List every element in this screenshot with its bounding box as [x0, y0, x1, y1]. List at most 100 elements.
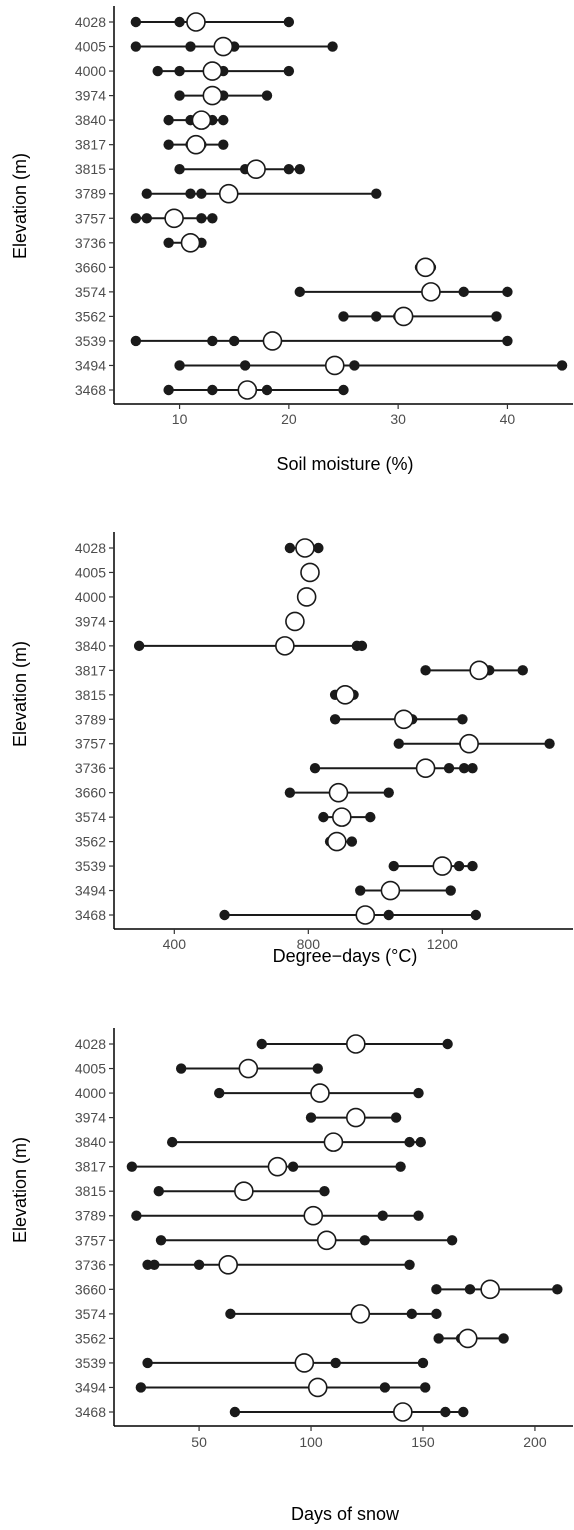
panel-0-data-point [174, 360, 185, 371]
panel-1-mean-marker [328, 782, 349, 803]
panel-0-data-point [130, 41, 142, 52]
panel-2-mean-marker [238, 1058, 259, 1079]
panel-0-mean-marker [164, 208, 184, 229]
panel-0-data-point [283, 65, 295, 77]
panel-2-data-point [359, 1235, 370, 1246]
panel-0-data-point [196, 213, 207, 224]
panel-2-data-point [446, 1235, 458, 1246]
panel-2-data-point [312, 1063, 323, 1074]
panel-0-data-point [207, 213, 218, 224]
panel-2-mean-marker [303, 1205, 324, 1226]
panel-2-data-point [431, 1308, 442, 1320]
panel-1-ylabel: Elevation (m) [10, 641, 30, 747]
panel-1-y-tick-label: 3736 [75, 760, 106, 776]
panel-0-mean-marker [186, 12, 206, 32]
panel-1-data-point [356, 640, 368, 652]
panel-1-mean-marker [295, 538, 315, 558]
panel-1-y-tick-label: 3815 [75, 687, 106, 703]
panel-0-data-point [174, 65, 185, 77]
soil-moisture-panel: Elevation (m) Soil moisture (%) 10 20 30 40… [10, 6, 573, 474]
panel-2-mean-marker [218, 1255, 238, 1275]
panel-0-data-point [185, 41, 196, 52]
panel-2-data-point [149, 1259, 160, 1271]
panel-1-data-point [544, 738, 555, 749]
panel-1-mean-marker [296, 587, 317, 607]
panel-2-x-tick-label: 200 [523, 1434, 547, 1450]
panel-2-mean-marker [310, 1083, 330, 1103]
panel-1-data-point [346, 836, 358, 847]
panel-1-data-point [383, 909, 394, 921]
panel-2-y-tick-label: 4028 [75, 1036, 106, 1052]
panel-1-x-tick-label: 1200 [427, 936, 458, 952]
panel-0-data-point [207, 384, 218, 396]
panel-1-data-point [284, 787, 296, 798]
panel-0-mean-marker [415, 257, 436, 278]
panel-1-mean-marker [355, 905, 376, 925]
panel-2-mean-marker [346, 1107, 366, 1128]
panel-1-y-tick-label: 3817 [75, 662, 106, 678]
panel-0-data-point [283, 16, 295, 28]
panel-0-y-tick-label: 3574 [75, 284, 106, 300]
panel-0-data-point [491, 311, 502, 322]
panel-2-data-point [464, 1284, 476, 1295]
panel-0-data-point [174, 16, 185, 28]
panel-0-data-point [130, 213, 142, 224]
panel-1-y-tick-label: 3574 [75, 809, 106, 825]
panel-2-data-point [415, 1136, 426, 1148]
panel-2-data-point [417, 1357, 429, 1369]
panel-2-y-tick-label: 3468 [75, 1404, 106, 1420]
days-of-snow-panel: Elevation (m) Days of snow 50 100 150 200 40… [10, 1028, 573, 1524]
panel-0-data-point [338, 311, 349, 322]
panel-1-y-tick-label: 3840 [75, 638, 106, 654]
panel-0-data-point [371, 188, 382, 199]
panel-2-data-point [395, 1161, 406, 1172]
panel-0-y-tick-label: 3815 [75, 161, 106, 177]
panel-2-mean-marker [346, 1034, 366, 1054]
panel-1-y-tick-label: 3494 [75, 883, 106, 899]
panel-0-x-tick-label: 40 [500, 411, 516, 427]
panel-0-data-point [152, 65, 163, 77]
panel-1-data-point [329, 714, 341, 725]
panel-2-y-tick-label: 3974 [75, 1110, 106, 1126]
panel-1-y-tick-label: 3468 [75, 907, 106, 923]
panel-2-data-point [377, 1210, 388, 1221]
panel-2-mean-marker [457, 1328, 478, 1349]
panel-2-x-tick-label: 50 [191, 1434, 207, 1450]
panel-2-data-point [193, 1259, 205, 1271]
panel-1-data-point [517, 665, 528, 676]
panel-1-data-point [284, 542, 296, 554]
panel-0-data-point [338, 384, 349, 396]
panel-0-y-tick-label: 3468 [75, 382, 106, 398]
panel-2-y-tick-label: 3757 [75, 1232, 106, 1248]
panel-2-mean-marker [307, 1377, 328, 1398]
panel-0-mean-marker [202, 85, 223, 106]
panel-0-data-point [207, 335, 218, 347]
panel-1-mean-marker [335, 684, 355, 705]
degree-days-panel: Elevation (m) Degree−days (°C) 400 800 120… [10, 532, 573, 966]
panel-2-y-tick-label: 3815 [75, 1183, 106, 1199]
panel-2-data-point [126, 1161, 138, 1172]
panel-0-mean-marker [262, 331, 283, 351]
panel-0-y-tick-label: 4005 [75, 39, 106, 55]
panel-2-mean-marker [294, 1353, 315, 1373]
panel-0-y-tick-label: 4000 [75, 63, 106, 79]
panel-1-mean-marker [432, 856, 453, 876]
panel-0-y-tick-label: 3494 [75, 357, 106, 373]
panel-2-mean-marker [323, 1132, 344, 1152]
panel-0-data-point [130, 16, 142, 28]
panel-2-x-tick-label: 100 [299, 1434, 323, 1450]
panel-0-data-point [163, 237, 174, 248]
panel-1-data-point [393, 738, 404, 749]
panel-1-mean-marker [394, 709, 414, 730]
panel-0-y-tick-label: 4028 [75, 14, 106, 30]
panel-1-data-point [467, 860, 478, 872]
panel-2-data-point [404, 1259, 415, 1271]
panel-0-data-point [174, 90, 185, 101]
panel-0-mean-marker [246, 159, 266, 179]
panel-2-data-point [390, 1112, 402, 1123]
panel-2-mean-marker [267, 1156, 288, 1177]
panel-2-data-point [442, 1038, 453, 1050]
panel-2-data-point [413, 1210, 424, 1221]
panel-0-y-tick-label: 3539 [75, 333, 106, 349]
